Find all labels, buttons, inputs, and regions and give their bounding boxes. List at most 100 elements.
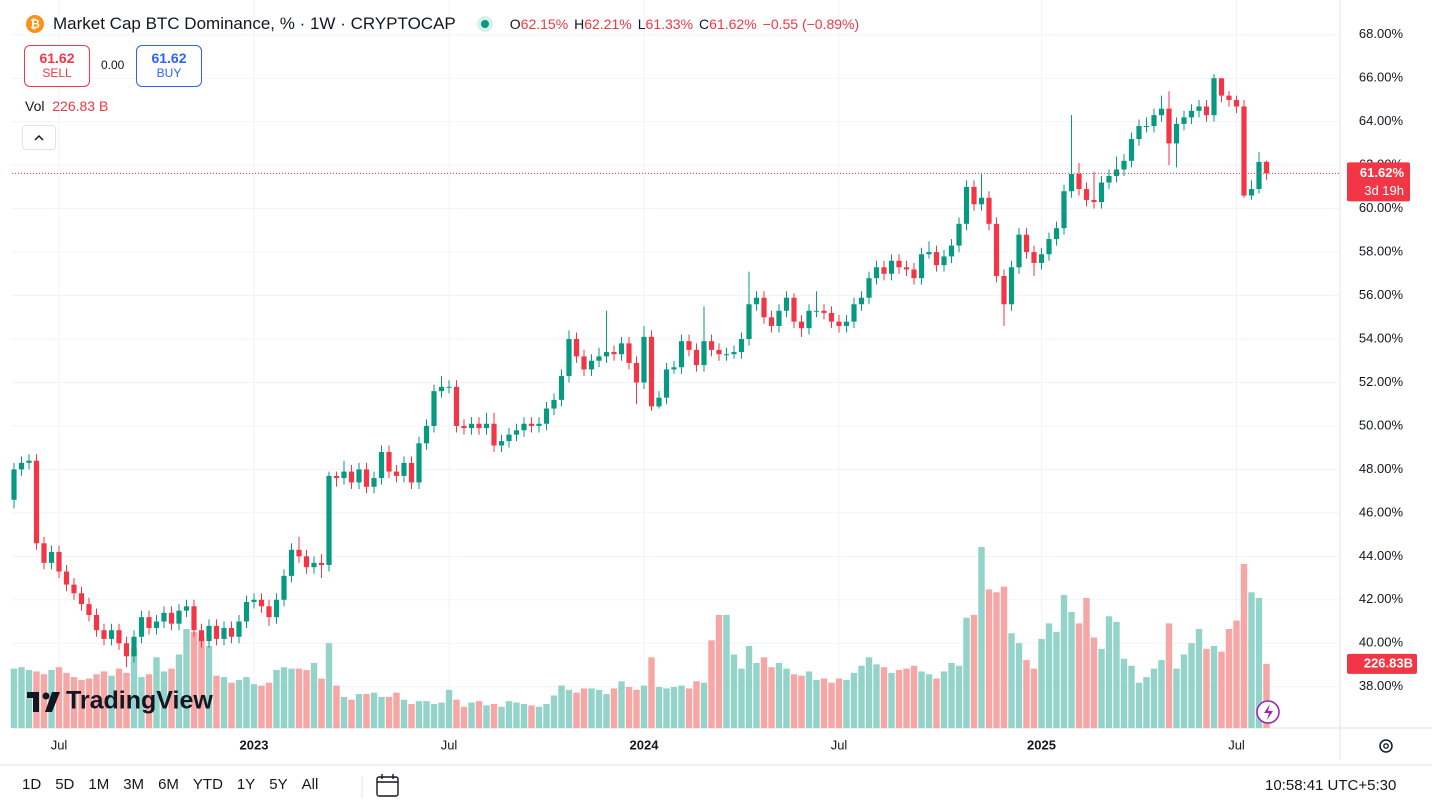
candle-body [176, 610, 182, 624]
collapse-icon [34, 134, 44, 141]
candle-body [18, 462, 25, 470]
candles [11, 73, 1340, 668]
candle-body [33, 460, 40, 544]
collapse-button[interactable] [22, 125, 56, 150]
y-tick-label: 58.00% [1359, 244, 1404, 259]
volume-bar [970, 614, 978, 728]
range-button[interactable]: 3M [123, 776, 145, 793]
volume-bar [1173, 668, 1180, 728]
candle-body [1166, 108, 1172, 144]
candle-body [948, 245, 955, 257]
range-button[interactable]: YTD [192, 776, 223, 793]
candle-body [138, 617, 145, 637]
volume-bar [1188, 643, 1195, 728]
volume-bar [1165, 623, 1173, 728]
range-button[interactable]: 1Y [236, 776, 256, 793]
candle-body [1263, 161, 1270, 174]
buy-button[interactable]: 61.62 BUY [136, 45, 202, 87]
candle-body [596, 356, 602, 361]
candle-body [1151, 115, 1157, 127]
range-button[interactable]: 5Y [269, 776, 288, 793]
candle-body [506, 434, 512, 442]
low-value: 61.33% [645, 16, 694, 32]
volume-bar [738, 668, 745, 728]
candle-body [281, 575, 287, 600]
settings-icon[interactable] [1379, 739, 1393, 753]
y-tick-label: 68.00% [1359, 26, 1404, 41]
candle-body [1061, 191, 1067, 229]
candle-body [1023, 234, 1030, 253]
range-button[interactable]: 1D [22, 776, 42, 793]
replay-icon-bolt [1264, 704, 1273, 720]
candle-body [588, 360, 595, 370]
y-tick-label: 44.00% [1359, 548, 1404, 563]
candle-body [836, 321, 842, 326]
volume-bar [1045, 623, 1053, 728]
candle-body [311, 562, 317, 568]
volume-bar [888, 672, 895, 728]
sell-button[interactable]: 61.62 SELL [24, 45, 90, 87]
countdown-label: 3d 19h [1364, 183, 1404, 198]
candle-body [851, 304, 857, 322]
volume-bar [145, 674, 153, 728]
volume-bar [843, 679, 850, 728]
candle-body [626, 343, 632, 363]
volume-bar [460, 706, 468, 728]
y-tick-label: 48.00% [1359, 461, 1404, 476]
volume-bar [1030, 668, 1038, 728]
candle-body [1218, 78, 1225, 96]
candle-body [1053, 228, 1060, 240]
last-price-label: 61.62% [1360, 165, 1405, 180]
clock[interactable]: 10:58:41 UTC+5:30 [1265, 777, 1397, 794]
volume-bar [925, 674, 933, 728]
candle-body [11, 469, 17, 500]
volume-bar [603, 694, 610, 728]
sell-label: SELL [42, 66, 72, 80]
volume-bar [610, 688, 618, 728]
candle-body [86, 604, 92, 615]
candle-body [918, 254, 925, 279]
candle-body [783, 297, 790, 311]
candle-body [558, 375, 565, 400]
candle-body [761, 297, 767, 318]
candle-body [648, 336, 655, 407]
volume-bar [978, 547, 985, 728]
symbol-title[interactable]: Market Cap BTC Dominance, % · 1W · CRYPT… [53, 14, 456, 33]
close-value: 61.62% [709, 16, 757, 32]
volume-bar [588, 688, 595, 728]
candle-body [1113, 169, 1120, 177]
volume-bar [813, 679, 820, 728]
range-button[interactable]: All [301, 776, 319, 793]
volume-bar [1038, 638, 1045, 728]
candle-body [1196, 106, 1202, 111]
candle-body [723, 354, 730, 356]
candle-body [1211, 78, 1217, 116]
candle-body [461, 425, 467, 429]
volume-bar [693, 681, 700, 728]
volume-bar [528, 705, 535, 728]
candle-body [1121, 160, 1127, 170]
range-button[interactable]: 6M [158, 776, 179, 793]
candle-body [956, 223, 962, 246]
volume-bar [715, 614, 723, 728]
range-button[interactable]: 5D [55, 776, 75, 793]
candle-body [933, 252, 940, 266]
candle-body [1173, 123, 1180, 144]
volume-bar [25, 670, 33, 728]
candle-body [798, 321, 805, 329]
calendar-icon[interactable] [376, 774, 399, 797]
volume-bar [498, 706, 505, 728]
volume-bar [708, 640, 715, 728]
range-button[interactable]: 1M [88, 776, 110, 793]
buy-label: BUY [156, 66, 182, 80]
volume-bar [933, 678, 940, 728]
logo-glyph: ₿ [30, 17, 40, 31]
volume-bar [903, 668, 910, 728]
volume-legend-label: Vol [25, 98, 45, 114]
candle-body [633, 362, 640, 383]
volume-bar [295, 668, 303, 728]
volume-bar [985, 589, 993, 728]
status-core [480, 20, 489, 28]
volume-bar [1180, 654, 1188, 728]
candle-body [1106, 176, 1112, 183]
